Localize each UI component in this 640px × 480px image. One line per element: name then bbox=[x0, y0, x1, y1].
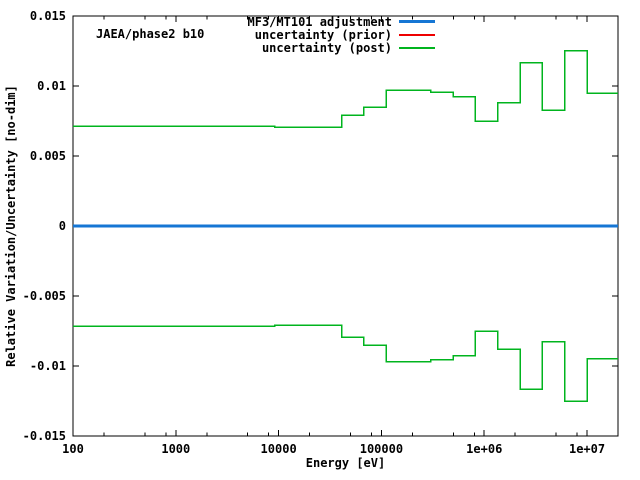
legend-sample-adjustment-line bbox=[399, 20, 435, 24]
y-tick-label: -0.01 bbox=[29, 359, 66, 373]
x-axis-title: Energy [eV] bbox=[305, 456, 386, 470]
legend-row-adjustment: MF3/MT101 adjustment bbox=[247, 14, 435, 29]
x-tick-label: 100000 bbox=[359, 442, 404, 456]
legend-label-adjustment: MF3/MT101 adjustment bbox=[247, 14, 393, 29]
series-uncertainty-post--lower bbox=[73, 324, 618, 403]
y-axis-title: Relative Variation/Uncertainty [no-dim] bbox=[4, 85, 18, 367]
x-tick-label: 1000 bbox=[161, 442, 191, 456]
y-tick-label: 0.015 bbox=[29, 9, 66, 23]
legend-label-uncertainty-prior: uncertainty (prior) bbox=[254, 28, 392, 43]
y-tick-label: 0 bbox=[58, 219, 66, 233]
x-tick-label: 1e+07 bbox=[568, 442, 606, 456]
legend: MF3/MT101 adjustment uncertainty (prior)… bbox=[247, 14, 435, 56]
y-tick-label: -0.005 bbox=[22, 289, 66, 303]
series-uncertainty-post--upper bbox=[73, 49, 618, 128]
x-tick-label: 1e+06 bbox=[466, 442, 503, 456]
x-tick-label: 10000 bbox=[260, 442, 297, 456]
x-tick-label: 100 bbox=[62, 442, 84, 456]
y-tick-label: 0.01 bbox=[37, 79, 66, 93]
legend-sample-post-line bbox=[399, 47, 435, 50]
legend-row-uncertainty-post: uncertainty (post) bbox=[248, 41, 435, 56]
legend-row-uncertainty-prior: uncertainty (prior) bbox=[248, 28, 435, 43]
legend-sample-prior-line bbox=[399, 34, 435, 37]
y-tick-label: -0.015 bbox=[22, 429, 66, 443]
y-tick-label: 0.005 bbox=[29, 149, 66, 163]
legend-label-uncertainty-post: uncertainty (post) bbox=[261, 41, 392, 56]
plot-annotation: JAEA/phase2 b10 bbox=[96, 27, 205, 41]
